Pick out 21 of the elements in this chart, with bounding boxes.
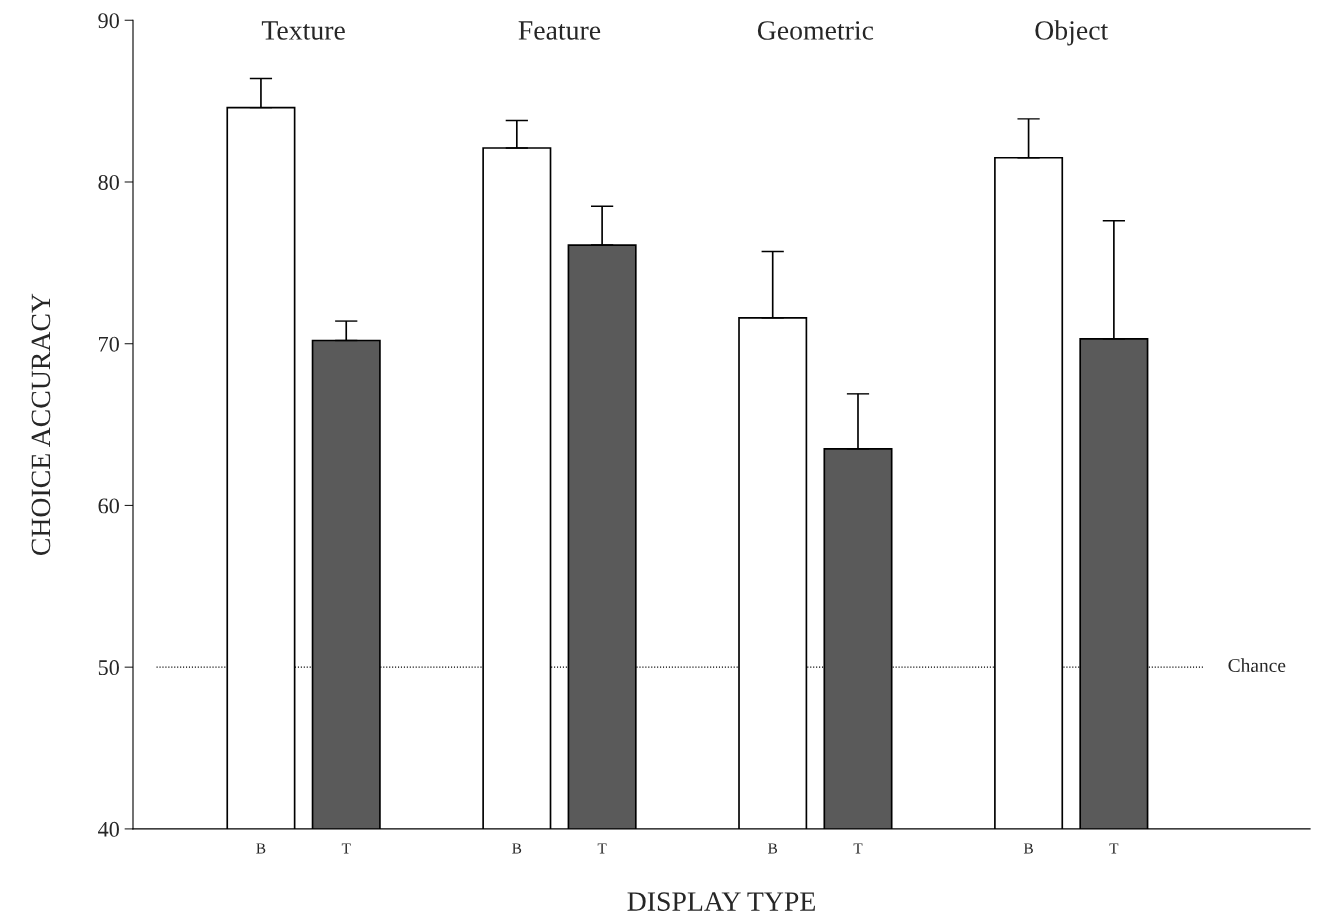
- y-tick-label: 50: [98, 660, 119, 676]
- annotation: Geometric: [757, 21, 874, 40]
- annotation: Feature: [518, 21, 601, 40]
- y-tick-label: 90: [98, 13, 119, 29]
- y-tick-label: 60: [98, 498, 119, 514]
- x-tick-label: T: [341, 843, 351, 854]
- x-tick-label: B: [1023, 843, 1033, 854]
- annotation: Object: [1035, 20, 1109, 46]
- x-tick-label: T: [1109, 843, 1119, 854]
- y-axis-title: CHOICE ACCURACY: [31, 293, 51, 556]
- x-tick-label: T: [597, 843, 607, 854]
- x-tick-label: B: [256, 843, 266, 854]
- x-axis-title: DISPLAY TYPE: [627, 892, 815, 911]
- x-tick-label: B: [512, 843, 522, 854]
- y-tick-label: 70: [99, 336, 119, 352]
- ref-line-label: Chance: [1228, 658, 1286, 673]
- x-tick-label: B: [768, 843, 778, 854]
- annotation: Texture: [261, 21, 345, 40]
- y-tick-label: 40: [98, 821, 119, 837]
- y-tick-label: 80: [98, 174, 119, 190]
- x-tick-label: T: [853, 843, 863, 854]
